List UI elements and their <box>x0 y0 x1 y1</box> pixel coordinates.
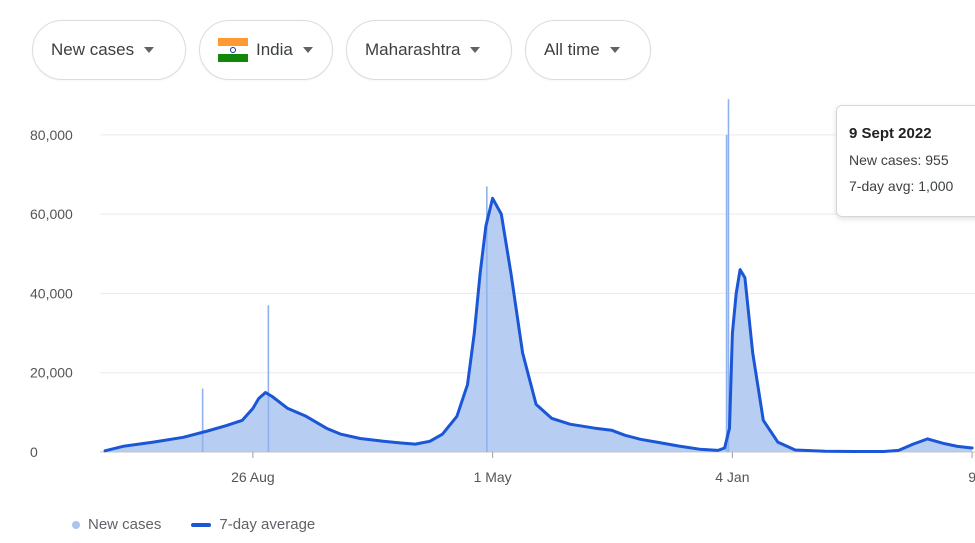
average-line <box>103 196 974 453</box>
x-tick-label: 4 Jan <box>715 469 749 485</box>
legend-average: 7-day average <box>219 516 316 533</box>
y-tick-label: 60,000 <box>30 206 73 222</box>
y-axis: 0 20,000 40,000 60,000 80,000 <box>30 127 73 460</box>
hover-tooltip: 9 Sept 2022 New cases: 955 7-day avg: 1,… <box>836 105 975 217</box>
chart-marks <box>103 99 974 453</box>
x-axis: 26 Aug 1 May 4 Jan 9 <box>231 452 975 485</box>
y-tick-label: 0 <box>30 444 38 460</box>
average-swatch <box>191 522 212 527</box>
chevron-down-icon <box>609 47 620 53</box>
cases-chart[interactable]: 0 20,000 40,000 60,000 80,000 26 Aug 1 May 4 J… <box>0 95 975 505</box>
new-cases-swatch <box>72 520 80 529</box>
x-tick-label: 26 Aug <box>231 469 275 485</box>
legend-new-cases: New cases <box>88 516 162 533</box>
y-tick-label: 20,000 <box>30 365 73 381</box>
flag-band-saffron <box>218 38 248 46</box>
flag-band-green <box>218 54 248 62</box>
india-flag-icon <box>218 38 248 62</box>
chart-legend: New cases 7-day average <box>72 516 315 533</box>
new-cases-area <box>105 198 973 452</box>
chevron-down-icon <box>302 47 313 53</box>
flag-chakra <box>230 47 236 53</box>
timerange-dropdown-label: All time <box>544 40 600 59</box>
country-dropdown[interactable]: India <box>199 20 333 80</box>
timerange-dropdown[interactable]: All time <box>525 20 651 80</box>
metric-dropdown[interactable]: New cases <box>32 20 186 80</box>
y-tick-label: 40,000 <box>30 285 73 301</box>
region-dropdown[interactable]: Maharashtra <box>346 20 512 80</box>
metric-dropdown-label: New cases <box>51 40 135 59</box>
x-tick-label: 1 May <box>474 469 512 485</box>
country-dropdown-label: India <box>256 40 293 59</box>
tooltip-average: 7-day avg: 1,000 <box>849 177 954 194</box>
chevron-down-icon <box>144 47 155 53</box>
tooltip-new-cases: New cases: 955 <box>849 151 949 168</box>
y-tick-label: 80,000 <box>30 127 73 143</box>
chevron-down-icon <box>470 47 481 53</box>
x-tick-label: 9 <box>968 469 975 485</box>
tooltip-date: 9 Sept 2022 <box>849 125 932 142</box>
region-dropdown-label: Maharashtra <box>365 40 461 59</box>
